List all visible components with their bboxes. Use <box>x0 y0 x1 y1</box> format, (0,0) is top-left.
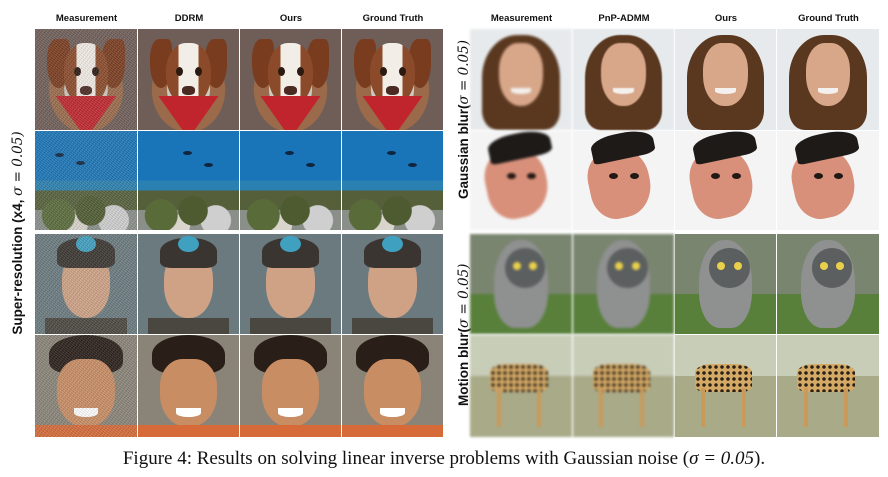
left-col-header-ddrm: DDRM <box>174 13 204 24</box>
sr-boy-measurement <box>35 335 137 437</box>
mb-cheetah-ours <box>675 335 776 437</box>
row-label-super-resolution: Super-resolution (x4, σ = 0.05) <box>10 131 26 335</box>
left-col-header-ours: Ours <box>279 13 303 24</box>
sr-man-ours <box>240 234 341 334</box>
gb-man-ours <box>675 131 776 230</box>
figure-caption: Figure 4: Results on solving linear inve… <box>122 448 766 469</box>
sr-dog-measurement <box>35 29 137 130</box>
sr-reef-ground-truth <box>342 131 443 230</box>
sr-reef-ddrm <box>138 131 239 230</box>
mb-owl-ground-truth <box>777 234 879 334</box>
sr-man-ddrm <box>138 234 239 334</box>
gb-woman-pnp-admm <box>573 29 674 130</box>
gb-woman-ours <box>675 29 776 130</box>
gb-woman-ground-truth <box>777 29 879 130</box>
right-col-header-measurement: Measurement <box>490 13 553 24</box>
sr-reef-measurement <box>35 131 137 230</box>
left-col-header-measurement: Measurement <box>55 13 118 24</box>
left-col-header-ground-truth: Ground Truth <box>362 13 424 24</box>
mb-cheetah-ground-truth <box>777 335 879 437</box>
sr-dog-ddrm <box>138 29 239 130</box>
mb-owl-measurement <box>470 234 572 334</box>
mb-owl-pnp-admm <box>573 234 674 334</box>
right-col-header-pnp-admm: PnP-ADMM <box>598 13 650 24</box>
gb-man-ground-truth <box>777 131 879 230</box>
sr-boy-ours <box>240 335 341 437</box>
gb-man-pnp-admm <box>573 131 674 230</box>
sr-dog-ours <box>240 29 341 130</box>
sr-boy-ddrm <box>138 335 239 437</box>
sr-reef-ours <box>240 131 341 230</box>
gb-woman-measurement <box>470 29 572 130</box>
sr-man-ground-truth <box>342 234 443 334</box>
sr-boy-ground-truth <box>342 335 443 437</box>
mb-owl-ours <box>675 234 776 334</box>
right-col-header-ours: Ours <box>714 13 738 24</box>
mb-cheetah-pnp-admm <box>573 335 674 437</box>
mb-cheetah-measurement <box>470 335 572 437</box>
gb-man-measurement <box>470 131 572 230</box>
right-col-header-ground-truth: Ground Truth <box>798 13 859 24</box>
sr-dog-ground-truth <box>342 29 443 130</box>
sr-man-measurement <box>35 234 137 334</box>
